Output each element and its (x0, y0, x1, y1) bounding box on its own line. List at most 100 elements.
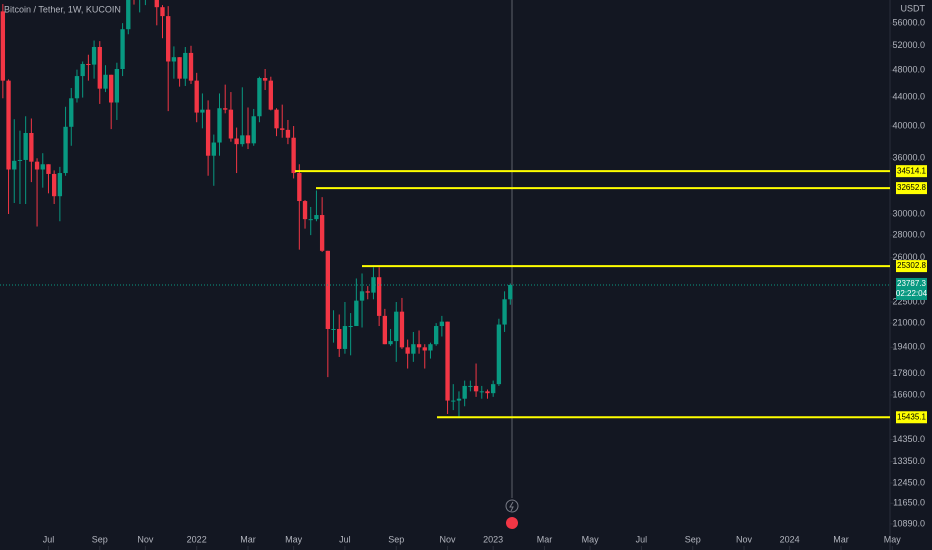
candle-body (376, 277, 382, 316)
candle-body (188, 52, 194, 81)
candle-body (109, 74, 114, 103)
candle-body (485, 391, 490, 394)
candle-body (274, 109, 279, 129)
candle-body (194, 80, 199, 113)
candle-body (302, 201, 308, 220)
candle-body (166, 16, 171, 62)
y-tick-label: 36000.0 (892, 153, 925, 163)
candle-body (217, 108, 222, 143)
x-tick-label: Nov (736, 534, 753, 544)
candle-body (422, 347, 427, 351)
candle-body (508, 284, 513, 300)
event-icon[interactable] (505, 499, 519, 513)
y-tick-label: 17800.0 (892, 368, 925, 378)
candle-body (342, 326, 348, 349)
candle-body (388, 341, 393, 345)
candle-body (285, 129, 291, 138)
candle-body (462, 385, 467, 399)
candle-body (308, 219, 313, 221)
candle-body (319, 215, 325, 251)
candle-body (211, 142, 216, 156)
level-label: 34514.1 (897, 166, 926, 175)
candle-body (314, 215, 319, 220)
candle-body (86, 63, 91, 65)
y-unit: USDT (901, 3, 926, 13)
candle-body (416, 344, 422, 348)
candle-body (228, 109, 234, 139)
y-tick-label: 26000.0 (892, 252, 925, 262)
candle-body (34, 161, 40, 170)
candle-body (405, 347, 410, 354)
candle-body (23, 132, 28, 160)
level-label-box (896, 182, 927, 195)
candle-body (411, 344, 416, 354)
candle-body (63, 126, 68, 174)
x-tick-label: 2022 (187, 534, 207, 544)
candle-body (394, 311, 399, 342)
candle-body (240, 135, 245, 145)
candle-body (114, 69, 120, 103)
candle-body (297, 173, 302, 202)
candle-body (337, 328, 342, 349)
x-tick-label: Sep (685, 534, 701, 544)
candle-body (371, 277, 376, 293)
x-tick-label: Mar (537, 534, 553, 544)
candle-body (451, 400, 456, 402)
candle-body (280, 128, 285, 130)
x-tick-label: May (582, 534, 600, 544)
candle-body (348, 326, 353, 328)
level-label-box (896, 260, 927, 273)
y-tick-label: 10890.0 (892, 518, 925, 528)
candle-body (291, 137, 296, 174)
y-tick-label: 12450.0 (892, 477, 925, 487)
candle-body (245, 135, 251, 144)
x-tick-label: Jul (339, 534, 351, 544)
chart-title: Bitcoin / Tether, 1W, KUCOIN (4, 4, 121, 14)
last-price-label: 23787.3 (897, 279, 926, 288)
candle-body (257, 78, 262, 117)
candle-body (496, 324, 502, 385)
candle-body (479, 391, 484, 393)
level-label: 25302.8 (897, 261, 926, 270)
candle-body (80, 63, 85, 77)
candle-body (97, 46, 102, 89)
candle-body (439, 321, 445, 327)
y-tick-label: 14350.0 (892, 434, 925, 444)
candle-body (74, 76, 80, 99)
y-tick-label: 13350.0 (892, 456, 925, 466)
earnings-icon[interactable] (506, 517, 518, 529)
candle-body (262, 78, 268, 81)
candle-body (399, 311, 405, 348)
candle-body (205, 109, 211, 156)
candle-body (57, 173, 63, 197)
y-tick-label: 22500.0 (892, 296, 925, 306)
x-tick-label: 2023 (483, 534, 503, 544)
y-tick-label: 30000.0 (892, 208, 925, 218)
candle-body (491, 384, 496, 394)
y-tick-label: 19400.0 (892, 342, 925, 352)
y-tick-label: 40000.0 (892, 120, 925, 130)
candle-body (473, 385, 479, 392)
candle-body (6, 80, 11, 170)
x-tick-label: Sep (388, 534, 404, 544)
candle-body (359, 291, 365, 301)
y-tick-label: 16600.0 (892, 389, 925, 399)
candle-body (91, 46, 97, 65)
level-label-box (896, 165, 927, 178)
candle-body (69, 98, 74, 127)
plot (0, 0, 513, 418)
candle-body (468, 385, 473, 387)
y-tick-label: 52000.0 (892, 40, 925, 50)
x-tick-label: Mar (240, 534, 256, 544)
candle-body (223, 108, 228, 110)
candle-body (46, 164, 51, 174)
candle-body (354, 300, 359, 327)
candle-body (154, 0, 159, 8)
candle-body (126, 0, 131, 30)
last-price-box (896, 277, 927, 300)
candle-body (51, 173, 57, 197)
candle-body (120, 29, 125, 70)
candle-body (200, 109, 205, 113)
